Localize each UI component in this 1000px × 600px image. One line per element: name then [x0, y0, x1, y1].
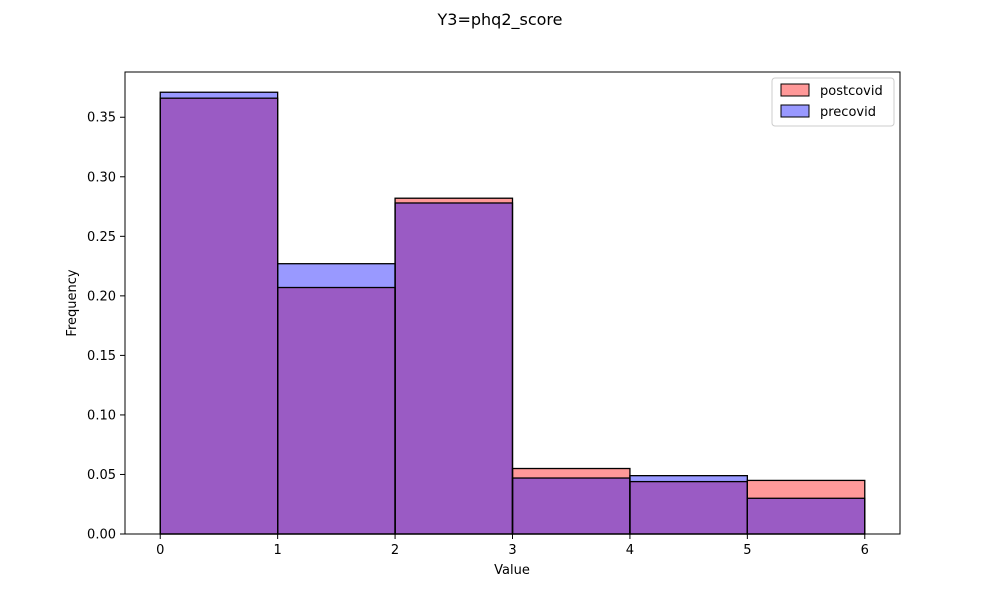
bar-precovid-excess — [160, 92, 278, 99]
legend-swatch-postcovid — [780, 83, 810, 97]
y-axis-ticks: 0.00 0.05 0.10 0.15 0.20 0.25 0.30 0.35 — [87, 111, 125, 543]
x-tick-label: 5 — [743, 543, 751, 558]
y-tick-label: 0.25 — [87, 230, 116, 245]
bar-postcovid-excess — [395, 198, 513, 203]
y-tick-label: 0.35 — [87, 111, 116, 126]
y-axis-label: Frequency — [65, 269, 80, 336]
bar-postcovid-excess — [747, 480, 865, 499]
bar-overlap — [747, 498, 865, 534]
chart-title: Y3=phq2_score — [437, 10, 563, 30]
bar-overlap — [512, 478, 630, 534]
y-tick-label: 0.20 — [87, 289, 116, 304]
y-tick-label: 0.30 — [87, 170, 116, 185]
bar-precovid-excess — [277, 263, 396, 288]
bar-overlap — [629, 481, 748, 534]
legend-label-precovid: precovid — [820, 105, 876, 120]
y-tick-label: 0.10 — [87, 408, 116, 423]
x-tick-label: 2 — [391, 543, 399, 558]
x-axis-ticks: 0 1 2 3 4 5 6 — [156, 534, 869, 558]
bar-overlap — [277, 287, 396, 534]
bar-overlap — [160, 98, 278, 535]
bar-postcovid-excess — [512, 468, 630, 479]
y-tick-label: 0.15 — [87, 349, 116, 364]
x-tick-label: 6 — [861, 543, 869, 558]
legend-swatch-precovid — [780, 104, 810, 118]
bar-overlap — [395, 202, 513, 535]
x-tick-label: 4 — [626, 543, 634, 558]
x-tick-label: 0 — [156, 543, 164, 558]
legend-label-postcovid: postcovid — [820, 84, 883, 99]
x-tick-label: 1 — [274, 543, 282, 558]
bars-layer — [159, 91, 866, 535]
legend: postcovid precovid — [771, 77, 895, 127]
y-tick-label: 0.00 — [87, 528, 116, 543]
y-tick-label: 0.05 — [87, 468, 116, 483]
bar-precovid-excess — [629, 475, 748, 482]
x-tick-label: 3 — [508, 543, 516, 558]
x-axis-label: Value — [494, 563, 530, 578]
